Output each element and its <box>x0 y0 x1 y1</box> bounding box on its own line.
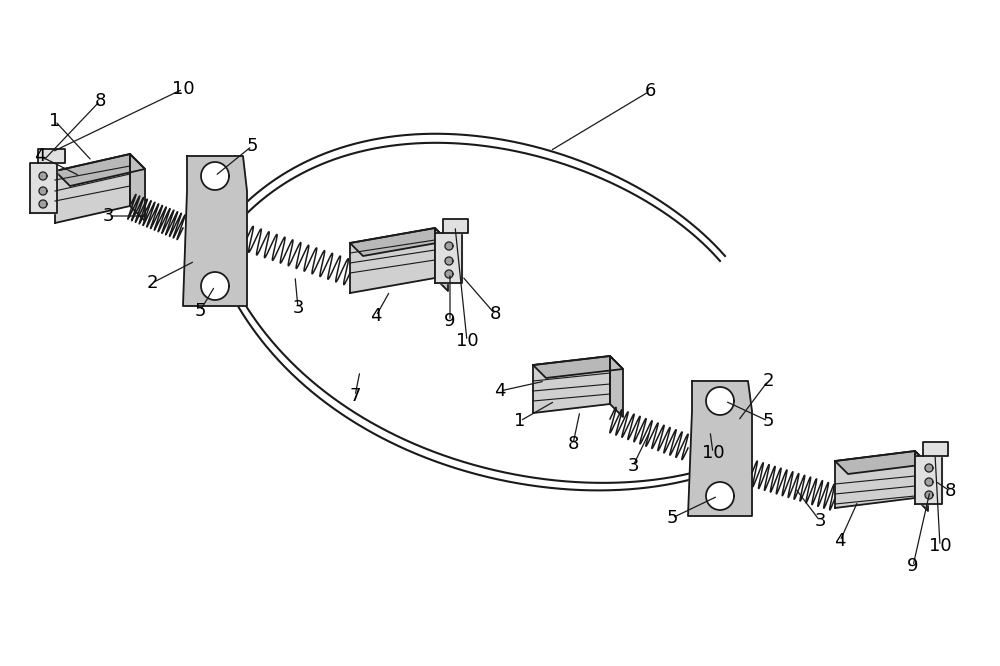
Polygon shape <box>39 172 47 180</box>
Text: 3: 3 <box>814 512 826 530</box>
Polygon shape <box>925 478 933 486</box>
Text: 10: 10 <box>172 80 194 98</box>
Text: 5: 5 <box>666 509 678 527</box>
Polygon shape <box>688 381 752 516</box>
Polygon shape <box>923 442 948 456</box>
Text: 7: 7 <box>349 387 361 405</box>
Text: 10: 10 <box>929 537 951 555</box>
Polygon shape <box>533 356 610 413</box>
Text: 6: 6 <box>644 82 656 100</box>
Text: 4: 4 <box>34 147 46 165</box>
Text: 3: 3 <box>102 207 114 225</box>
Text: 8: 8 <box>489 305 501 323</box>
Text: 10: 10 <box>456 332 478 350</box>
Polygon shape <box>445 242 453 250</box>
Polygon shape <box>610 356 623 417</box>
Polygon shape <box>55 154 130 223</box>
Text: 4: 4 <box>834 532 846 550</box>
Polygon shape <box>445 257 453 265</box>
Polygon shape <box>39 187 47 195</box>
Polygon shape <box>201 272 229 300</box>
Polygon shape <box>915 451 928 511</box>
Text: 5: 5 <box>246 137 258 155</box>
Text: 5: 5 <box>762 412 774 430</box>
Text: 4: 4 <box>370 307 382 325</box>
Text: 3: 3 <box>292 299 304 317</box>
Polygon shape <box>706 387 734 415</box>
Polygon shape <box>706 482 734 510</box>
Polygon shape <box>201 162 229 190</box>
Text: 9: 9 <box>907 557 919 575</box>
Text: 1: 1 <box>514 412 526 430</box>
Polygon shape <box>350 228 448 256</box>
Text: 1: 1 <box>49 112 61 130</box>
Polygon shape <box>39 200 47 208</box>
Polygon shape <box>435 228 448 291</box>
Polygon shape <box>435 233 462 283</box>
Polygon shape <box>350 228 435 293</box>
Text: 8: 8 <box>94 92 106 110</box>
Polygon shape <box>183 156 247 306</box>
Text: 3: 3 <box>627 457 639 475</box>
Text: 5: 5 <box>194 302 206 320</box>
Text: 10: 10 <box>702 444 724 462</box>
Polygon shape <box>925 491 933 499</box>
Polygon shape <box>533 356 623 378</box>
Text: 8: 8 <box>567 435 579 453</box>
Text: 9: 9 <box>444 312 456 330</box>
Polygon shape <box>55 154 145 186</box>
Polygon shape <box>38 149 65 163</box>
Text: 8: 8 <box>944 482 956 500</box>
Polygon shape <box>130 154 145 221</box>
Text: 4: 4 <box>494 382 506 400</box>
Polygon shape <box>445 270 453 278</box>
Polygon shape <box>30 163 57 213</box>
Text: 2: 2 <box>762 372 774 390</box>
Text: 2: 2 <box>146 274 158 292</box>
Polygon shape <box>835 451 915 508</box>
Polygon shape <box>915 456 942 504</box>
Polygon shape <box>925 464 933 472</box>
Polygon shape <box>835 451 928 474</box>
Polygon shape <box>443 219 468 233</box>
